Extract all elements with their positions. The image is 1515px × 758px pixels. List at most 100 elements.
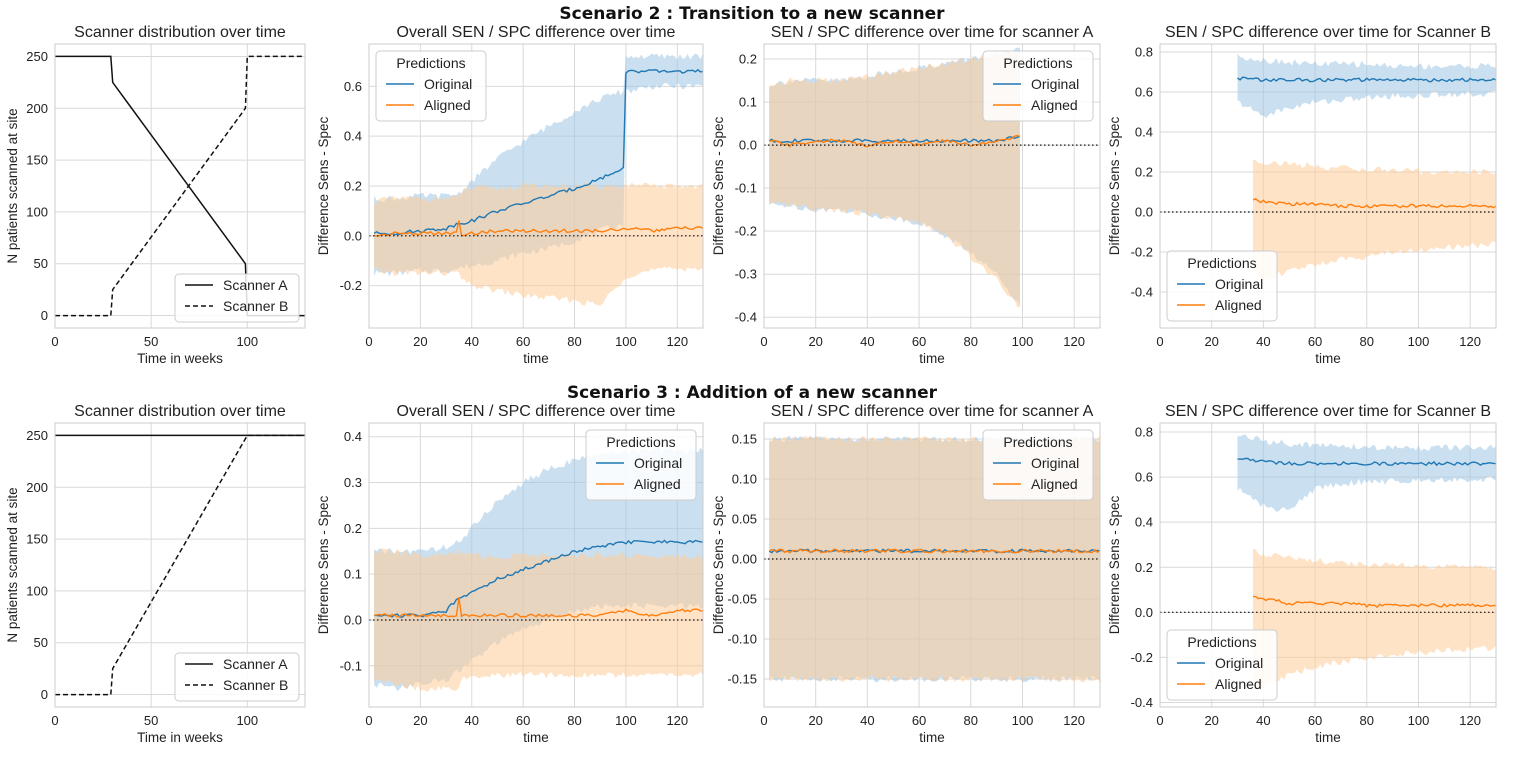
series-line-original <box>1237 457 1496 467</box>
x-tick-label: 0 <box>51 334 58 349</box>
x-tick-label: 60 <box>912 713 926 728</box>
legend-label: Original <box>1031 455 1079 471</box>
legend-label: Scanner A <box>223 277 288 293</box>
y-tick-label: 250 <box>26 49 48 64</box>
x-axis-label: time <box>523 351 549 366</box>
plot-area <box>369 53 703 306</box>
y-tick-label: 100 <box>26 204 48 219</box>
x-tick-label: 120 <box>1063 713 1085 728</box>
legend: Predictions Original Aligned <box>982 429 1094 501</box>
x-tick-label: 40 <box>465 713 479 728</box>
legend-label: Original <box>634 455 682 471</box>
legend-box <box>585 429 697 501</box>
x-tick-label: 0 <box>760 713 767 728</box>
y-tick-label: 0.4 <box>344 429 362 444</box>
legend: Predictions Original Aligned <box>1166 250 1278 322</box>
y-tick-label: 50 <box>34 256 48 271</box>
y-tick-label: 0.2 <box>739 52 757 67</box>
confidence-band-original <box>1237 53 1496 119</box>
y-tick-label: 0.2 <box>344 179 362 194</box>
y-tick-label: -0.4 <box>1131 695 1153 710</box>
x-tick-label: 120 <box>1459 334 1481 349</box>
x-tick-label: 80 <box>1360 713 1374 728</box>
legend-label: Original <box>1215 655 1263 671</box>
plot-area <box>369 447 703 692</box>
series-line-aligned <box>768 548 1100 554</box>
subplot-title: Scanner distribution over time <box>74 403 286 420</box>
legend-box <box>982 50 1094 122</box>
y-tick-label: 0 <box>41 308 48 323</box>
y-tick-label: 0.2 <box>1135 560 1153 575</box>
x-tick-label: 80 <box>1360 334 1374 349</box>
legend-title: Predictions <box>606 434 675 450</box>
confidence-band-aligned <box>1253 548 1496 688</box>
x-tick-label: 50 <box>144 713 158 728</box>
x-tick-label: 100 <box>1012 713 1034 728</box>
x-tick-label: 60 <box>1308 334 1322 349</box>
legend: Predictions Original Aligned <box>982 50 1094 122</box>
x-axis-label: time <box>523 730 549 745</box>
y-tick-label: -0.05 <box>727 592 757 607</box>
legend-label: Scanner A <box>223 656 288 672</box>
subplot-2-1: 0 50 100 0 50 100 150 200 250 Scanner distributio… <box>5 403 306 745</box>
subplot-1-2: 0 20 40 60 80 100 120 -0.2 0.0 0.2 0.4 0.6 Overall S… <box>316 24 704 366</box>
y-tick-label: -0.10 <box>727 632 757 647</box>
legend-label: Original <box>1215 276 1263 292</box>
x-tick-label: 120 <box>666 334 688 349</box>
subplot-title: SEN / SPC difference over time for Scann… <box>1165 24 1491 41</box>
y-axis-label: Difference Sens - Spec <box>316 116 331 255</box>
legend-box <box>375 50 487 122</box>
x-tick-label: 100 <box>236 334 258 349</box>
x-tick-label: 0 <box>51 713 58 728</box>
legend: Scanner A Scanner B <box>174 652 300 702</box>
x-tick-label: 40 <box>1256 713 1270 728</box>
x-tick-label: 40 <box>465 334 479 349</box>
legend: Scanner A Scanner B <box>174 273 300 323</box>
y-tick-label: 0.10 <box>732 472 757 487</box>
y-tick-label: 0.15 <box>732 432 757 447</box>
plot-frame <box>1159 422 1497 708</box>
legend-label: Aligned <box>424 97 471 113</box>
x-tick-label: 120 <box>1459 713 1481 728</box>
y-tick-label: -0.2 <box>1131 650 1153 665</box>
x-axis-label: time <box>919 730 945 745</box>
x-tick-label: 100 <box>236 713 258 728</box>
series-line-scanner-b <box>55 55 305 317</box>
y-tick-label: 0.00 <box>732 552 757 567</box>
y-axis-label: Difference Sens - Spec <box>1107 495 1122 634</box>
y-axis-label: N patients scanned at site <box>5 487 20 642</box>
x-tick-label: 20 <box>808 334 822 349</box>
legend-box <box>1166 250 1278 322</box>
x-tick-label: 20 <box>1204 334 1218 349</box>
y-tick-label: 0.4 <box>1135 515 1153 530</box>
y-tick-label: 0.3 <box>344 475 362 490</box>
subplot-title: SEN / SPC difference over time for scann… <box>771 403 1094 420</box>
plot-area <box>1160 434 1496 688</box>
y-tick-label: 0.0 <box>739 138 757 153</box>
x-tick-label: 0 <box>1156 713 1163 728</box>
x-tick-label: 20 <box>1204 713 1218 728</box>
subplot-2-4: 0 20 40 60 80 100 120 -0.4 -0.2 0.0 0.2 0.4 0.6 0.8 SE… <box>1107 403 1497 745</box>
confidence-band-aligned <box>769 49 1020 308</box>
x-tick-label: 100 <box>615 334 637 349</box>
series-line-scanner-b <box>55 434 305 696</box>
y-tick-label: 0.2 <box>1135 165 1153 180</box>
x-tick-label: 80 <box>964 713 978 728</box>
legend-label: Aligned <box>1031 97 1078 113</box>
series-line-aligned <box>373 597 703 618</box>
legend: Predictions Original Aligned <box>375 50 487 122</box>
plot-frame <box>1159 43 1497 329</box>
x-axis-label: Time in weeks <box>137 730 223 745</box>
plot-area <box>1160 53 1496 281</box>
subplot-title: Overall SEN / SPC difference over time <box>397 24 676 41</box>
plot-frame <box>54 43 306 329</box>
x-tick-label: 50 <box>144 334 158 349</box>
x-tick-label: 60 <box>516 334 530 349</box>
subplot-1-1: 0 50 100 0 50 100 150 200 250 Scanner distributio… <box>5 24 306 366</box>
legend: Predictions Original Aligned <box>585 429 697 501</box>
plot-frame <box>368 43 704 329</box>
x-tick-label: 40 <box>1256 334 1270 349</box>
x-tick-label: 0 <box>365 334 372 349</box>
y-tick-label: 0.05 <box>732 512 757 527</box>
